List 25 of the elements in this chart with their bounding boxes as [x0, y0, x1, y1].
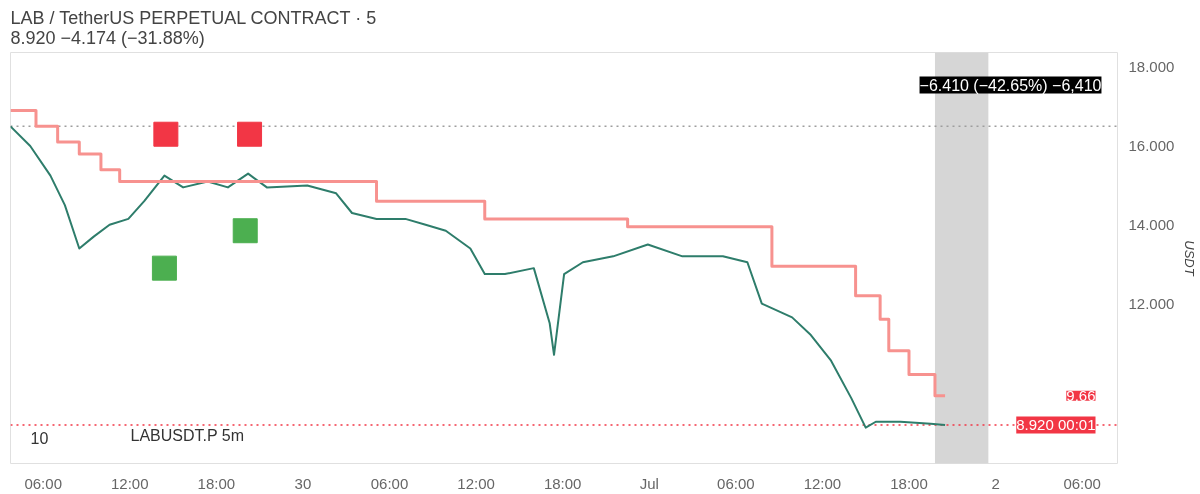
- x-tick-label: 18:00: [197, 474, 236, 492]
- x-tick-label: 2: [991, 474, 1000, 492]
- x-tick-label: 30: [294, 474, 312, 492]
- y-tick-label: 12.000: [1128, 294, 1175, 312]
- chart-subtitle: 8.920 −4.174 (−31.88%): [10, 27, 205, 48]
- x-tick-label: 12:00: [803, 474, 842, 492]
- x-tick-label: 12:00: [111, 474, 149, 492]
- x-tick-label: 06:00: [370, 474, 409, 492]
- y-tick-label: 14.000: [1128, 215, 1175, 233]
- x-tick-label: 18:00: [543, 474, 582, 492]
- x-tick-label: 06:00: [1063, 474, 1101, 492]
- annotation: −6.410 (−42.65%) −6,410: [919, 76, 1102, 94]
- x-tick-label: 06:00: [24, 474, 62, 492]
- x-tick-label: 18:00: [890, 474, 928, 492]
- y-axis-title: USDT: [1182, 240, 1198, 277]
- x-tick-label: 06:00: [717, 474, 755, 492]
- y-tick-label: 18.000: [1128, 58, 1175, 76]
- annotation: 10: [30, 429, 49, 447]
- annotation: LABUSDT.P 5m: [130, 426, 245, 444]
- x-tick-label: 12:00: [457, 474, 495, 492]
- chart-title: LAB / TetherUS PERPETUAL CONTRACT · 5: [10, 7, 377, 28]
- y-tick-label: 16.000: [1128, 137, 1175, 155]
- x-tick-label: Jul: [639, 474, 659, 492]
- annotation: 8.920 00:01: [1016, 416, 1096, 434]
- annotation: 9.66: [1066, 386, 1096, 404]
